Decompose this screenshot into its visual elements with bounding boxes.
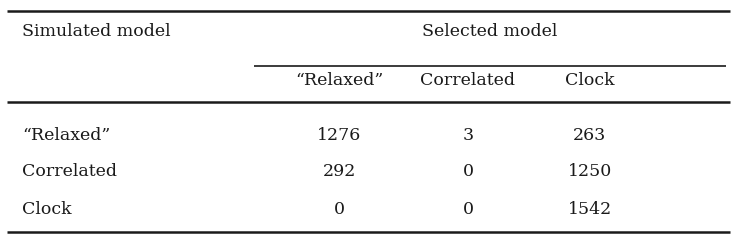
Text: 1276: 1276 [317,127,361,144]
Text: 0: 0 [463,164,473,180]
Text: Correlated: Correlated [22,164,117,180]
Text: Simulated model: Simulated model [22,23,171,40]
Text: Selected model: Selected model [422,23,558,40]
Text: 0: 0 [463,201,473,218]
Text: 0: 0 [334,201,344,218]
Text: 1542: 1542 [567,201,612,218]
Text: 3: 3 [462,127,474,144]
Text: 292: 292 [322,164,356,180]
Text: Clock: Clock [565,72,615,89]
Text: “Relaxed”: “Relaxed” [295,72,383,89]
Text: 1250: 1250 [567,164,612,180]
Text: “Relaxed”: “Relaxed” [22,127,111,144]
Text: Clock: Clock [22,201,71,218]
Text: 263: 263 [573,127,607,144]
Text: Correlated: Correlated [421,72,515,89]
